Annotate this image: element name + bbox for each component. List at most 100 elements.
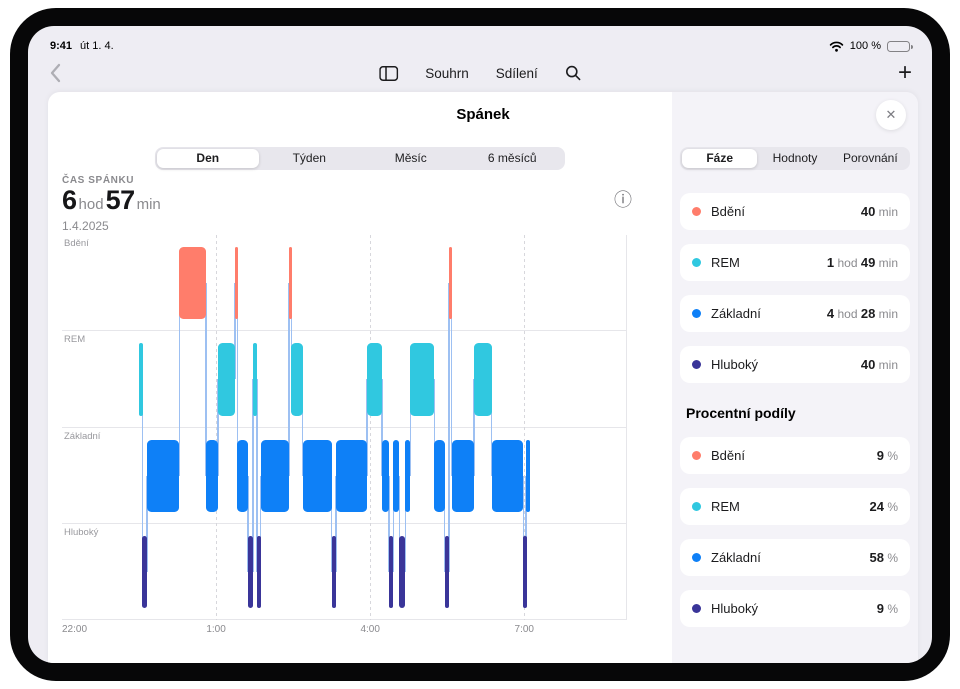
time-gridline — [216, 235, 218, 620]
lane-label-core: Základní — [64, 430, 101, 442]
sleep-segment-rem — [291, 343, 303, 416]
sleep-segment-awake — [179, 247, 206, 320]
nav-item-summary[interactable]: Souhrn — [425, 65, 469, 81]
x-axis-label: 4:00 — [360, 624, 380, 635]
phase-label: Základní — [711, 306, 761, 321]
phase-label: Hluboký — [711, 601, 758, 616]
phase-value: 40 min — [860, 203, 898, 219]
sleep-segment-awake — [448, 247, 453, 320]
stage-connector — [443, 475, 446, 572]
sleep-segment-deep — [257, 535, 261, 608]
time-gridline — [524, 235, 526, 620]
search-button[interactable] — [565, 65, 581, 81]
lane-label-rem: REM — [64, 334, 86, 346]
phase-color-dot — [692, 502, 701, 511]
panel-tab-0[interactable]: Fáze — [682, 149, 758, 168]
sleep-segment-deep — [142, 535, 147, 608]
sleep-segment-core — [525, 439, 531, 512]
phase-color-dot — [692, 451, 701, 460]
sleep-segment-rem — [473, 343, 492, 416]
stage-connector — [247, 475, 249, 572]
stage-connector — [448, 283, 450, 572]
panel-tab-1[interactable]: Hodnoty — [772, 151, 818, 165]
phase-label: Základní — [711, 550, 761, 565]
phase-label: REM — [711, 255, 740, 270]
phase-color-dot — [692, 207, 701, 216]
lane-label-deep: Hluboký — [64, 526, 99, 538]
phase-label: REM — [711, 499, 740, 514]
stage-connector — [236, 283, 239, 476]
percent-row: Bdění 9 % — [680, 437, 910, 474]
sleep-minutes-unit: min — [136, 196, 161, 213]
stage-connector — [490, 379, 493, 476]
phase-row: REM 1 hod 49 min — [680, 244, 910, 281]
sleep-segment-deep — [444, 535, 449, 608]
sleep-duration: 6 hod57 min — [62, 185, 163, 216]
ipad-frame: 9:41 út 1. 4. 100 % — [10, 8, 950, 681]
stage-connector — [217, 379, 219, 476]
range-tab-0[interactable]: Den — [157, 149, 259, 168]
sleep-segment-deep — [399, 535, 406, 608]
phase-label: Hluboký — [711, 357, 758, 372]
stage-connector — [525, 475, 527, 572]
stage-connector — [178, 283, 181, 476]
phase-value: 24 % — [869, 498, 898, 514]
stage-connector — [141, 379, 144, 572]
lane-separator — [62, 522, 627, 524]
percent-row: Základní 58 % — [680, 539, 910, 576]
sleep-minutes: 57 — [105, 185, 136, 215]
lane-separator — [62, 619, 627, 620]
back-button[interactable] — [48, 63, 62, 83]
sleep-segment-core — [405, 439, 411, 512]
panel-segmented: Fáze Hodnoty Porovnání — [680, 147, 910, 170]
sleep-segment-rem — [366, 343, 383, 416]
battery-percent: 100 % — [849, 40, 881, 52]
stage-connector — [450, 283, 453, 476]
close-icon: ✕ — [885, 107, 897, 122]
stage-connector — [259, 475, 262, 572]
range-tab-1[interactable]: Týden — [292, 151, 326, 165]
sleep-sheet: Spánek Den Týden Měsíc 6 měsíců ČAS SPÁNKU … — [48, 92, 918, 663]
x-axis-label: 1:00 — [206, 624, 226, 635]
nav-item-sharing[interactable]: Sdílení — [495, 65, 538, 81]
stage-connector — [404, 475, 407, 572]
sleep-segment-core — [335, 439, 367, 512]
stage-connector — [252, 379, 254, 572]
battery-icon — [887, 40, 913, 52]
sleep-segment-core — [491, 439, 524, 512]
close-button[interactable]: ✕ — [876, 100, 906, 130]
lane-label-awake: Bdění — [64, 238, 89, 249]
range-tab-3[interactable]: 6 měsíců — [487, 151, 537, 165]
range-tab-2[interactable]: Měsíc — [394, 151, 427, 165]
sleep-segment-awake — [234, 247, 239, 320]
sleep-segment-core — [237, 439, 248, 512]
phase-color-dot — [692, 360, 701, 369]
navigation-bar: Souhrn Sdílení + — [28, 54, 932, 92]
panel-tab-2[interactable]: Porovnání — [842, 151, 898, 165]
sleep-chart[interactable]: Bdění REM Základní Hluboký — [62, 235, 627, 620]
stage-connector — [388, 475, 390, 572]
sidebar-toggle-button[interactable] — [379, 65, 399, 81]
sleep-hours-unit: hod — [78, 196, 104, 213]
info-button[interactable]: ⓘ — [614, 191, 632, 209]
phase-value: 9 % — [876, 600, 898, 616]
percent-row: Hluboký 9 % — [680, 590, 910, 627]
stage-connector — [335, 475, 337, 572]
clock: 9:41 — [50, 40, 73, 52]
range-segmented: Den Týden Měsíc 6 měsíců — [155, 147, 565, 170]
sleep-segment-core — [393, 439, 400, 512]
phase-value: 1 hod 49 min — [826, 254, 898, 270]
phase-list: Bdění 40 min REM 1 hod 49 min Základní 4 hod … — [680, 193, 910, 397]
phase-value: 9 % — [876, 447, 898, 463]
ipad-screen: 9:41 út 1. 4. 100 % — [28, 26, 932, 663]
add-button[interactable]: + — [898, 57, 912, 89]
phase-color-dot — [692, 604, 701, 613]
x-axis: 22:00 1:00 4:00 7:00 — [62, 624, 627, 638]
sleep-segment-deep — [247, 535, 253, 608]
sleep-segment-awake — [288, 247, 293, 320]
stage-connector — [381, 379, 383, 476]
sidebar-icon — [379, 65, 399, 81]
info-icon: ⓘ — [614, 190, 632, 210]
stage-connector — [409, 379, 412, 476]
sleep-segment-core — [451, 439, 474, 512]
